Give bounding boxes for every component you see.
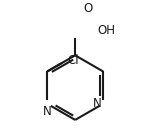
Text: OH: OH [98, 24, 115, 37]
Text: Cl: Cl [68, 54, 79, 67]
Text: O: O [83, 2, 92, 15]
Text: N: N [93, 97, 102, 110]
Text: N: N [43, 105, 51, 118]
